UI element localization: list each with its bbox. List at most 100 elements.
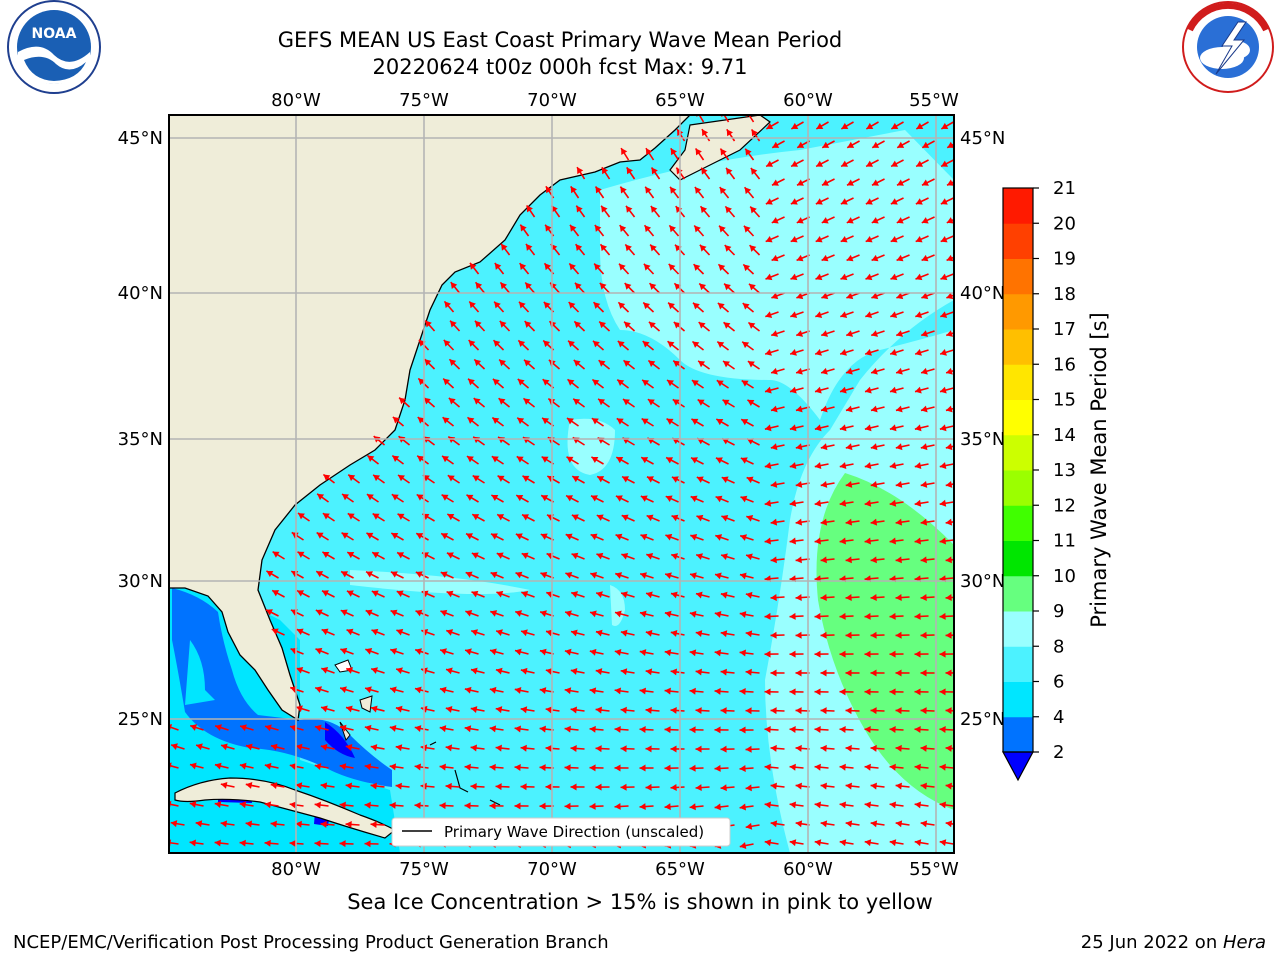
wave-arrow-head (496, 590, 504, 598)
wave-arrow-head (645, 148, 653, 156)
lon-label-top: 75°W (399, 90, 449, 111)
wave-arrow-head (470, 783, 477, 791)
wave-arrow-head (395, 744, 403, 752)
wave-arrow-head (790, 235, 798, 243)
wave-arrow-head (816, 160, 824, 167)
wave-arrow-head (771, 367, 778, 375)
wave-arrow-head (920, 556, 927, 564)
wave-arrow-head (839, 839, 847, 847)
wave-arrow-head (839, 763, 846, 771)
wave-arrow-head (920, 518, 928, 526)
wave-arrow-head (495, 744, 502, 752)
wave-arrow-head (745, 707, 752, 715)
wave-arrow-head (714, 649, 722, 657)
wave-arrow-head (717, 341, 725, 349)
lat-label-left: 40°N (118, 283, 163, 304)
wave-arrow-head (795, 405, 803, 413)
wave-arrow-head (317, 493, 325, 501)
wave-arrow-head (566, 456, 574, 463)
wave-arrow (723, 115, 730, 123)
wave-arrow-head (521, 590, 529, 598)
wave-arrow-head (639, 687, 646, 695)
wave-arrow-head (720, 745, 727, 753)
wave-arrow-head (839, 612, 846, 620)
wave-arrow-head (623, 360, 631, 367)
wave-arrow-head (389, 724, 397, 732)
wave-arrow-head (815, 311, 823, 318)
wave-arrow-head (914, 462, 922, 469)
wave-arrow-head (764, 537, 772, 545)
wave-arrow-head (489, 802, 496, 810)
wave-arrow-head (645, 186, 652, 194)
wave-arrow-head (601, 205, 608, 213)
wave-arrow-head (945, 405, 953, 413)
wave-arrow-head (889, 801, 897, 809)
wave-arrow-head (639, 764, 646, 772)
wave-arrow-head (396, 667, 403, 675)
wave-arrow-head (442, 417, 450, 424)
wave-arrow-head (814, 726, 821, 734)
wave-arrow-head (345, 820, 352, 828)
wave-arrow-head (449, 359, 457, 366)
wave-arrow-head (895, 480, 903, 488)
wave-arrow-head (720, 591, 728, 599)
wave-arrow-head (796, 330, 804, 337)
wave-arrow-head (765, 235, 773, 243)
wave-arrow-head (370, 705, 378, 713)
wave-arrow-head (570, 706, 578, 714)
wave-arrow-head (870, 405, 878, 413)
wave-arrow-head (592, 340, 600, 348)
wave-arrow-head (439, 686, 447, 694)
wave-arrow-head (264, 801, 272, 809)
wave-arrow-head (364, 763, 372, 771)
map-subtitle: 20220624 t00z 000h fcst Max: 9.71 (372, 55, 748, 79)
wave-arrow-head (820, 405, 828, 413)
wave-arrow-head (518, 301, 526, 309)
wave-arrow-head (514, 648, 522, 656)
wave-arrow-head (720, 630, 728, 638)
wave-arrow-head (520, 783, 527, 791)
wave-arrow-head (570, 629, 578, 637)
wave-arrow-head (665, 533, 673, 541)
wave-arrow-head (920, 744, 927, 752)
wave-arrow-head (889, 688, 896, 696)
wave-arrow-head (742, 303, 750, 310)
wave-arrow-head (689, 764, 696, 772)
wave-arrow-head (665, 495, 673, 502)
wave-arrow-head (820, 480, 828, 488)
wave-arrow-head (295, 743, 303, 751)
wave-arrow-head (543, 301, 551, 309)
wave-arrow-head (945, 782, 952, 790)
wave-arrow-head (571, 591, 579, 598)
lon-label-top: 65°W (655, 90, 705, 111)
wave-arrow-head (545, 224, 552, 232)
us-landmass (169, 115, 691, 722)
wave-arrow-head (795, 518, 803, 526)
wave-arrow-head (695, 630, 703, 638)
wave-arrow-head (341, 532, 349, 539)
wave-arrow-head (795, 480, 803, 488)
wave-arrow-head (896, 217, 904, 224)
wave-arrow-head (316, 532, 324, 539)
wave-arrow-head (795, 820, 803, 828)
wave-arrow-head (895, 594, 902, 602)
colorbar-label: Primary Wave Mean Period [s] (1087, 312, 1111, 628)
wave-arrow-head (795, 594, 802, 602)
wave-arrow-head (865, 273, 873, 281)
wave-arrow-head (524, 321, 532, 328)
wave-arrow-head (565, 533, 573, 540)
wave-arrow-head (670, 630, 678, 637)
wave-arrow-head (814, 801, 822, 809)
wave-arrow-head (939, 726, 946, 734)
wave-arrow-head (593, 302, 601, 309)
wave-arrow-head (791, 122, 799, 129)
wave-arrow-head (872, 141, 880, 148)
wave-arrow-head (450, 282, 458, 289)
wave-arrow-head (601, 167, 609, 175)
wave-arrow-head (673, 321, 681, 329)
wave-arrow-head (814, 650, 821, 658)
cuba-landmass (174, 777, 397, 839)
wave-arrow-head (945, 480, 953, 488)
wave-arrow-head (296, 628, 304, 635)
wave-arrow-head (466, 533, 473, 540)
